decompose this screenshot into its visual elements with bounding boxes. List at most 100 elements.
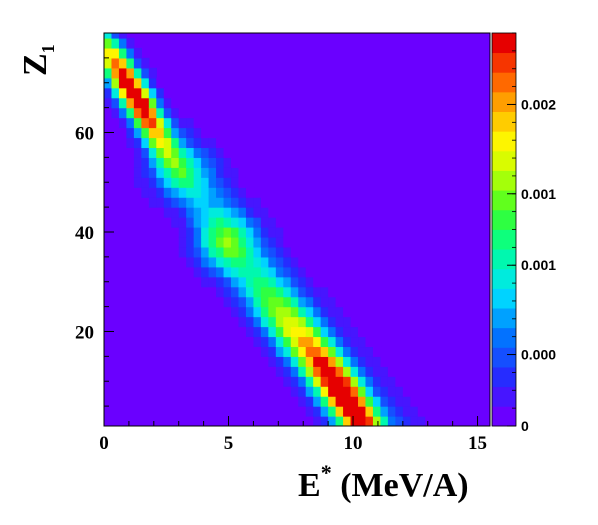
heatmap-cell bbox=[335, 376, 344, 387]
heatmap-cell bbox=[313, 276, 322, 288]
heatmap-cell bbox=[313, 346, 322, 357]
heatmap-cell bbox=[148, 177, 157, 188]
heatmap-cell bbox=[178, 167, 187, 178]
colorbar-segment bbox=[492, 150, 516, 171]
heatmap-cell bbox=[148, 107, 157, 119]
heatmap-cell bbox=[290, 246, 299, 258]
heatmap-cell bbox=[111, 97, 120, 109]
heatmap-cell bbox=[328, 306, 337, 318]
heatmap-cell bbox=[335, 316, 344, 328]
heatmap-cell bbox=[223, 256, 232, 268]
heatmap-cell bbox=[253, 217, 262, 228]
heatmap-cell bbox=[410, 396, 419, 407]
heatmap-cell bbox=[231, 177, 240, 188]
heatmap-cell bbox=[313, 406, 322, 417]
heatmap-cell bbox=[178, 217, 187, 228]
heatmap-cell bbox=[387, 386, 396, 397]
heatmap-cell bbox=[372, 396, 382, 407]
heatmap-cell bbox=[290, 256, 299, 268]
heatmap-cell bbox=[387, 356, 396, 367]
heatmap-cell bbox=[186, 127, 195, 139]
heatmap-cell bbox=[380, 396, 389, 407]
heatmap-cell bbox=[201, 167, 210, 178]
heatmap-cell bbox=[245, 286, 255, 298]
heatmap-cell bbox=[275, 227, 284, 238]
heatmap-cell bbox=[201, 217, 210, 228]
colorbar-segment bbox=[492, 268, 516, 289]
heatmap-cell bbox=[260, 326, 269, 338]
heatmap-cell bbox=[171, 157, 180, 168]
heatmap-cell bbox=[111, 77, 120, 89]
heatmap-cell bbox=[290, 326, 299, 338]
heatmap-cell bbox=[148, 127, 157, 139]
heatmap-cell bbox=[178, 147, 187, 158]
heatmap-cell bbox=[208, 167, 217, 178]
heatmap-cell bbox=[335, 336, 344, 348]
heatmap-cell bbox=[231, 207, 240, 218]
heatmap-cell bbox=[253, 246, 262, 258]
heatmap-cell bbox=[163, 97, 172, 109]
heatmap-cell bbox=[223, 236, 232, 248]
heatmap-cell bbox=[275, 276, 284, 288]
heatmap-cell bbox=[298, 336, 307, 348]
heatmap-cell bbox=[305, 396, 314, 407]
heatmap-cell bbox=[141, 157, 150, 168]
heatmap-cell bbox=[148, 167, 157, 178]
heatmap-cell bbox=[238, 266, 247, 278]
heatmap-cell bbox=[343, 356, 352, 367]
heatmap-cell bbox=[111, 107, 120, 119]
heatmap-cell bbox=[275, 246, 284, 258]
heatmap-cell bbox=[372, 366, 382, 377]
heatmap-cell bbox=[253, 266, 262, 278]
heatmap-cell bbox=[260, 316, 269, 328]
heatmap-cell bbox=[111, 33, 120, 39]
heatmap-cell bbox=[231, 227, 240, 238]
heatmap-cell bbox=[178, 256, 187, 268]
heatmap-cell bbox=[171, 217, 180, 228]
heatmap-cell bbox=[380, 346, 389, 357]
heatmap-cell bbox=[350, 336, 359, 348]
heatmap-cell bbox=[208, 137, 217, 149]
heatmap-cell bbox=[193, 246, 202, 258]
heatmap-cell bbox=[260, 276, 269, 288]
heatmap-cell bbox=[201, 127, 210, 139]
heatmap-cell bbox=[245, 266, 255, 278]
heatmap-cell bbox=[410, 386, 419, 397]
heatmap-cell bbox=[245, 187, 255, 198]
heatmap-cell bbox=[260, 336, 269, 348]
heatmap-cell bbox=[260, 217, 269, 228]
heatmap-cell bbox=[148, 87, 157, 99]
heatmap-cell bbox=[328, 286, 337, 298]
heatmap-cell bbox=[156, 197, 165, 208]
heatmap-cell bbox=[238, 167, 247, 178]
heatmap-cell bbox=[126, 87, 135, 99]
heatmap-cell bbox=[358, 356, 367, 367]
heatmap-cell bbox=[231, 266, 240, 278]
heatmap-cell bbox=[380, 366, 389, 377]
heatmap-cell bbox=[298, 306, 307, 318]
colorbar-tick-label: 0.000 bbox=[521, 347, 556, 363]
heatmap-cell bbox=[253, 197, 262, 208]
heatmap-cell bbox=[245, 246, 255, 258]
heatmap-cell bbox=[141, 137, 150, 149]
heatmap-cell bbox=[186, 137, 195, 149]
heatmap-cell bbox=[231, 197, 240, 208]
heatmap-cell bbox=[238, 227, 247, 238]
heatmap-cell bbox=[380, 356, 389, 367]
heatmap-cell bbox=[245, 296, 255, 308]
heatmap-cell bbox=[148, 97, 157, 109]
heatmap-cell bbox=[335, 366, 344, 377]
heatmap-cell bbox=[216, 276, 225, 288]
heatmap-cell bbox=[358, 406, 367, 417]
heatmap-cell bbox=[178, 236, 187, 248]
heatmap-cell bbox=[223, 167, 232, 178]
heatmap-cell bbox=[141, 167, 150, 178]
heatmap-cell bbox=[365, 376, 374, 387]
heatmap-cell bbox=[343, 316, 352, 328]
heatmap-cell bbox=[126, 127, 135, 139]
heatmap-cell bbox=[335, 416, 344, 426]
heatmap-cell bbox=[283, 316, 292, 328]
heatmap-cell bbox=[313, 316, 322, 328]
heatmap-cell bbox=[275, 286, 284, 298]
heatmap-cell bbox=[395, 366, 404, 377]
